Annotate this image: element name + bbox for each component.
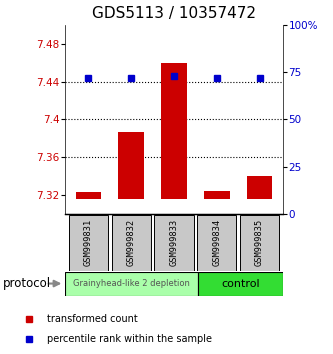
Text: protocol: protocol [3,278,52,290]
Bar [197,272,283,296]
Text: GSM999831: GSM999831 [84,219,93,267]
Bar [65,272,197,296]
Bar [69,215,108,271]
Text: percentile rank within the sample: percentile rank within the sample [47,334,212,344]
Bar [76,192,101,199]
Title: GDS5113 / 10357472: GDS5113 / 10357472 [92,6,256,21]
Bar [119,132,144,199]
Text: transformed count: transformed count [47,314,138,324]
Bar [204,192,229,199]
Text: Grainyhead-like 2 depletion: Grainyhead-like 2 depletion [73,279,190,288]
Bar [197,215,236,271]
Bar [161,63,187,199]
Bar [247,176,272,199]
Bar [154,215,194,271]
Text: control: control [221,279,260,289]
Text: GSM999832: GSM999832 [127,219,136,267]
Bar [112,215,151,271]
Text: GSM999835: GSM999835 [255,219,264,267]
Bar [240,215,279,271]
Text: GSM999834: GSM999834 [212,219,221,267]
Text: GSM999833: GSM999833 [169,219,178,267]
